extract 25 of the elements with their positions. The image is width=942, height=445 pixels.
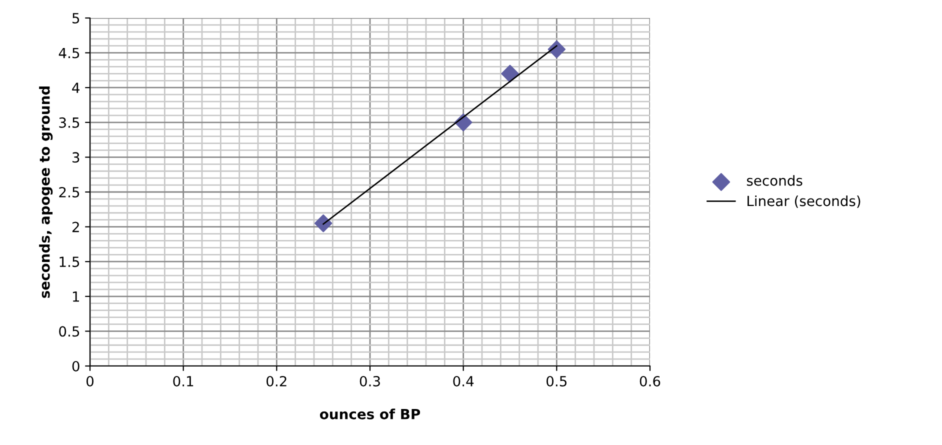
y-tick-label: 2 <box>72 222 79 232</box>
x-tick-label: 0 <box>86 376 94 386</box>
y-tick-label: 4 <box>72 82 80 93</box>
x-tick-label: 0.1 <box>173 376 194 386</box>
y-axis-title: seconds, apogee to ground <box>39 86 53 298</box>
x-tick-label: 0.3 <box>360 376 380 386</box>
legend-label: seconds <box>746 175 802 186</box>
y-tick-label: 0 <box>72 360 80 372</box>
y-tick-label: 2.5 <box>59 186 80 198</box>
y-tick-label: 0.5 <box>59 326 80 337</box>
y-tick-label: 1.5 <box>60 256 80 268</box>
y-tick-label: 5 <box>72 13 80 24</box>
point <box>314 214 332 232</box>
x-axis-title: ounces of BP <box>320 408 420 420</box>
point <box>548 40 566 58</box>
x-tick-label: 0.2 <box>266 376 286 386</box>
y-tick-label: 1 <box>72 292 79 302</box>
legend-label: Linear (seconds) <box>748 195 860 208</box>
y-tick-label: 4.5 <box>58 48 80 58</box>
x-tick-label: 0.4 <box>453 376 474 386</box>
y-tick-label: 3 <box>72 152 80 163</box>
point <box>501 64 519 83</box>
x-tick-label: 0.6 <box>640 376 660 386</box>
y-tick-label: 3.5 <box>59 117 80 128</box>
x-tick-label: 0.5 <box>546 376 566 386</box>
